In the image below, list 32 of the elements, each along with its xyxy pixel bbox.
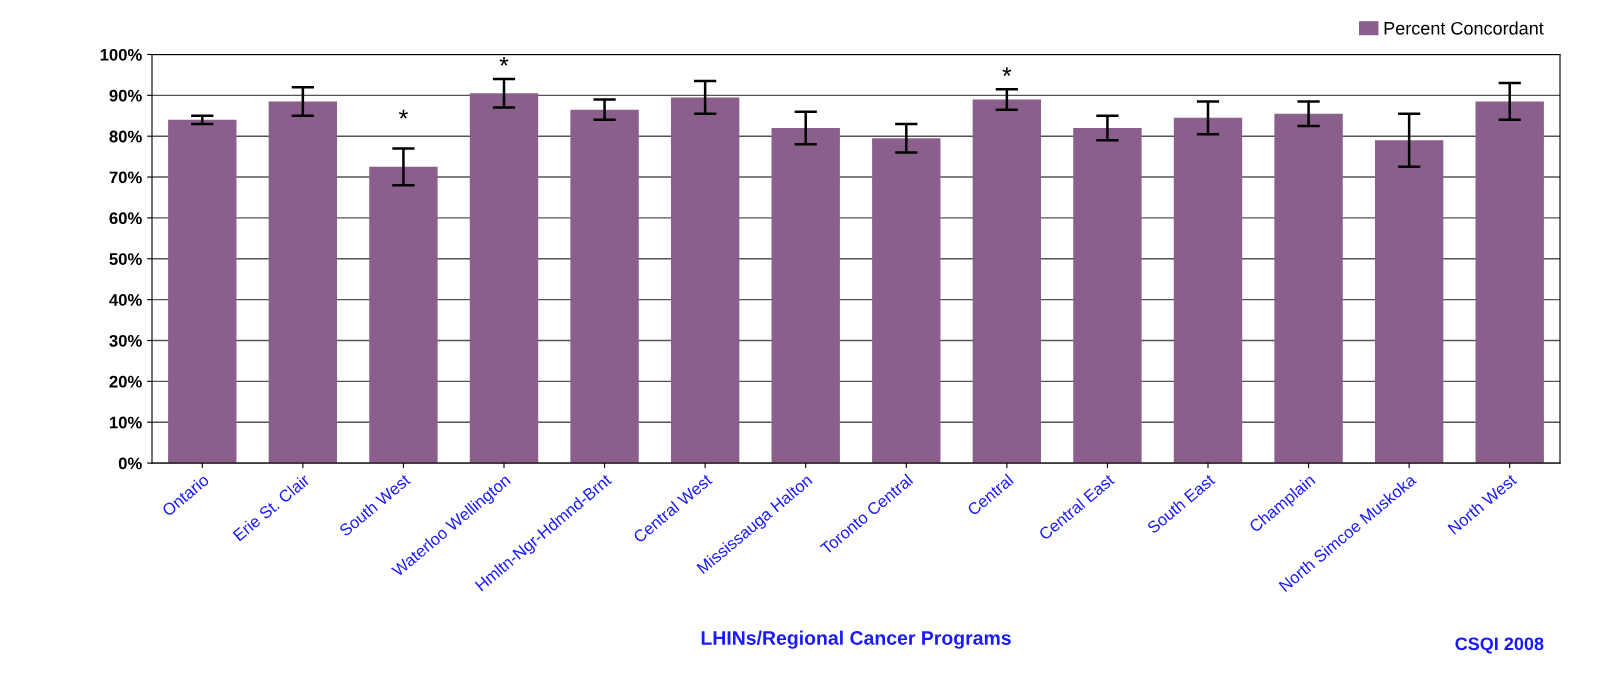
bar	[1475, 101, 1544, 464]
y-tick-label: 20%	[109, 375, 142, 388]
y-tick-label: 30%	[109, 334, 142, 347]
y-tick-label: 100%	[100, 48, 142, 61]
bar	[469, 93, 539, 464]
bar	[1374, 140, 1444, 464]
x-tick-label: Erie St. Clair	[232, 472, 311, 542]
y-tick-label: 80%	[109, 130, 142, 143]
y-tick-label: 40%	[109, 294, 142, 306]
bar	[268, 101, 338, 464]
y-tick-label: 10%	[109, 416, 142, 429]
bar	[972, 99, 1042, 464]
annotation: *	[1002, 67, 1012, 76]
bar	[872, 138, 941, 464]
text: CSQI 2008	[1455, 637, 1544, 654]
bar	[670, 97, 740, 464]
y-tick-label: 70%	[109, 171, 142, 184]
annotation: *	[499, 56, 509, 66]
y-tick-label: 0%	[118, 457, 142, 470]
bar	[570, 109, 639, 464]
bar	[1073, 128, 1142, 464]
x-axis-title: LHINs/Regional Cancer Programs	[701, 630, 1011, 649]
y-tick-label: 60%	[109, 212, 142, 225]
bar	[1173, 117, 1243, 464]
bar	[1274, 113, 1343, 464]
bar	[168, 119, 237, 464]
legend-label: Percent Concordant	[1384, 21, 1544, 35]
bar	[771, 128, 840, 464]
bar	[369, 166, 438, 464]
annotation: *	[398, 109, 408, 119]
y-tick-label: 90%	[109, 89, 142, 102]
y-tick-label: 50%	[109, 253, 142, 265]
